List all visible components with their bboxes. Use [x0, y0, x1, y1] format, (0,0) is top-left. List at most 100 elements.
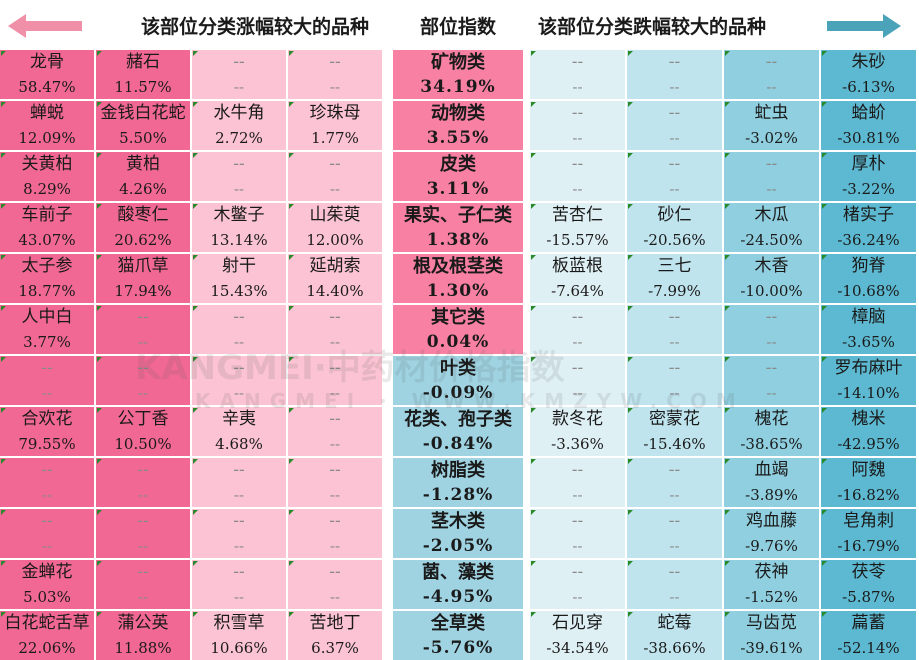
rise-cell[interactable]: -- --: [192, 152, 286, 201]
category-index-cell[interactable]: 叶类 -0.09%: [393, 356, 523, 405]
fall-cell[interactable]: -- --: [530, 50, 625, 99]
fall-cell[interactable]: -- --: [627, 101, 722, 150]
rise-cell[interactable]: 赭石 11.57%: [96, 50, 190, 99]
category-index-cell[interactable]: 全草类 -5.76%: [393, 611, 523, 660]
fall-cell[interactable]: 木香 -10.00%: [724, 254, 819, 303]
fall-cell[interactable]: 虻虫 -3.02%: [724, 101, 819, 150]
fall-cell[interactable]: 萹蓄 -52.14%: [821, 611, 916, 660]
fall-cell[interactable]: 木瓜 -24.50%: [724, 203, 819, 252]
rise-cell[interactable]: 公丁香 10.50%: [96, 407, 190, 456]
rise-cell[interactable]: -- --: [0, 356, 94, 405]
category-index-cell[interactable]: 菌、藻类 -4.95%: [393, 560, 523, 609]
fall-cell[interactable]: -- --: [530, 509, 625, 558]
category-index-cell[interactable]: 其它类 0.04%: [393, 305, 523, 354]
fall-cell[interactable]: 狗脊 -10.68%: [821, 254, 916, 303]
fall-cell[interactable]: -- --: [530, 560, 625, 609]
category-index-cell[interactable]: 矿物类 34.19%: [393, 50, 523, 99]
fall-cell[interactable]: 血竭 -3.89%: [724, 458, 819, 507]
rise-cell[interactable]: -- --: [192, 305, 286, 354]
category-index-cell[interactable]: 树脂类 -1.28%: [393, 458, 523, 507]
fall-cell[interactable]: 槐米 -42.95%: [821, 407, 916, 456]
fall-cell[interactable]: -- --: [627, 458, 722, 507]
fall-cell[interactable]: -- --: [530, 305, 625, 354]
rise-cell[interactable]: 黄柏 4.26%: [96, 152, 190, 201]
rise-cell[interactable]: -- --: [288, 305, 382, 354]
fall-cell[interactable]: 密蒙花 -15.46%: [627, 407, 722, 456]
category-index-cell[interactable]: 茎木类 -2.05%: [393, 509, 523, 558]
rise-cell[interactable]: 积雪草 10.66%: [192, 611, 286, 660]
fall-cell[interactable]: -- --: [627, 305, 722, 354]
rise-cell[interactable]: 猫爪草 17.94%: [96, 254, 190, 303]
rise-cell[interactable]: -- --: [96, 560, 190, 609]
fall-cell[interactable]: 石见穿 -34.54%: [530, 611, 625, 660]
fall-cell[interactable]: 楮实子 -36.24%: [821, 203, 916, 252]
rise-cell[interactable]: -- --: [96, 356, 190, 405]
fall-cell[interactable]: 罗布麻叶 -14.10%: [821, 356, 916, 405]
rise-cell[interactable]: 苦地丁 6.37%: [288, 611, 382, 660]
fall-cell[interactable]: 茯苓 -5.87%: [821, 560, 916, 609]
rise-cell[interactable]: 酸枣仁 20.62%: [96, 203, 190, 252]
fall-cell[interactable]: 砂仁 -20.56%: [627, 203, 722, 252]
category-index-cell[interactable]: 根及根茎类 1.30%: [393, 254, 523, 303]
rise-cell[interactable]: 金钱白花蛇 5.50%: [96, 101, 190, 150]
fall-cell[interactable]: -- --: [530, 356, 625, 405]
rise-cell[interactable]: 龙骨 58.47%: [0, 50, 94, 99]
category-index-cell[interactable]: 动物类 3.55%: [393, 101, 523, 150]
fall-cell[interactable]: -- --: [724, 356, 819, 405]
fall-cell[interactable]: 蛤蚧 -30.81%: [821, 101, 916, 150]
rise-cell[interactable]: -- --: [0, 509, 94, 558]
rise-cell[interactable]: 人中白 3.77%: [0, 305, 94, 354]
fall-cell[interactable]: 厚朴 -3.22%: [821, 152, 916, 201]
fall-cell[interactable]: 朱砂 -6.13%: [821, 50, 916, 99]
rise-cell[interactable]: -- --: [96, 305, 190, 354]
rise-cell[interactable]: 水牛角 2.72%: [192, 101, 286, 150]
rise-cell[interactable]: -- --: [192, 560, 286, 609]
category-index-cell[interactable]: 花类、孢子类 -0.84%: [393, 407, 523, 456]
fall-cell[interactable]: 苦杏仁 -15.57%: [530, 203, 625, 252]
rise-cell[interactable]: 蝉蜕 12.09%: [0, 101, 94, 150]
fall-cell[interactable]: 茯神 -1.52%: [724, 560, 819, 609]
fall-cell[interactable]: -- --: [627, 356, 722, 405]
fall-cell[interactable]: -- --: [530, 101, 625, 150]
rise-cell[interactable]: -- --: [288, 152, 382, 201]
fall-cell[interactable]: 皂角刺 -16.79%: [821, 509, 916, 558]
fall-cell[interactable]: 马齿苋 -39.61%: [724, 611, 819, 660]
rise-cell[interactable]: -- --: [192, 356, 286, 405]
rise-cell[interactable]: -- --: [288, 458, 382, 507]
fall-cell[interactable]: -- --: [724, 305, 819, 354]
rise-cell[interactable]: 蒲公英 11.88%: [96, 611, 190, 660]
fall-cell[interactable]: 蛇莓 -38.66%: [627, 611, 722, 660]
rise-cell[interactable]: 延胡索 14.40%: [288, 254, 382, 303]
category-index-cell[interactable]: 皮类 3.11%: [393, 152, 523, 201]
fall-cell[interactable]: 阿魏 -16.82%: [821, 458, 916, 507]
rise-cell[interactable]: 金蝉花 5.03%: [0, 560, 94, 609]
rise-cell[interactable]: 关黄柏 8.29%: [0, 152, 94, 201]
fall-cell[interactable]: 槐花 -38.65%: [724, 407, 819, 456]
rise-cell[interactable]: -- --: [192, 509, 286, 558]
fall-cell[interactable]: -- --: [724, 152, 819, 201]
rise-cell[interactable]: -- --: [96, 509, 190, 558]
rise-cell[interactable]: 射干 15.43%: [192, 254, 286, 303]
rise-cell[interactable]: 珍珠母 1.77%: [288, 101, 382, 150]
rise-cell[interactable]: 合欢花 79.55%: [0, 407, 94, 456]
rise-cell[interactable]: -- --: [0, 458, 94, 507]
fall-cell[interactable]: 款冬花 -3.36%: [530, 407, 625, 456]
fall-cell[interactable]: -- --: [627, 152, 722, 201]
rise-cell[interactable]: -- --: [288, 509, 382, 558]
rise-cell[interactable]: -- --: [288, 356, 382, 405]
rise-cell[interactable]: -- --: [288, 50, 382, 99]
fall-cell[interactable]: -- --: [530, 458, 625, 507]
fall-cell[interactable]: -- --: [724, 50, 819, 99]
rise-cell[interactable]: 车前子 43.07%: [0, 203, 94, 252]
rise-cell[interactable]: 太子参 18.77%: [0, 254, 94, 303]
fall-cell[interactable]: 板蓝根 -7.64%: [530, 254, 625, 303]
fall-cell[interactable]: -- --: [627, 509, 722, 558]
rise-cell[interactable]: 山茱萸 12.00%: [288, 203, 382, 252]
rise-cell[interactable]: 辛夷 4.68%: [192, 407, 286, 456]
rise-cell[interactable]: 木鳖子 13.14%: [192, 203, 286, 252]
rise-cell[interactable]: 白花蛇舌草 22.06%: [0, 611, 94, 660]
rise-cell[interactable]: -- --: [288, 407, 382, 456]
rise-cell[interactable]: -- --: [192, 458, 286, 507]
fall-cell[interactable]: 三七 -7.99%: [627, 254, 722, 303]
rise-cell[interactable]: -- --: [96, 458, 190, 507]
